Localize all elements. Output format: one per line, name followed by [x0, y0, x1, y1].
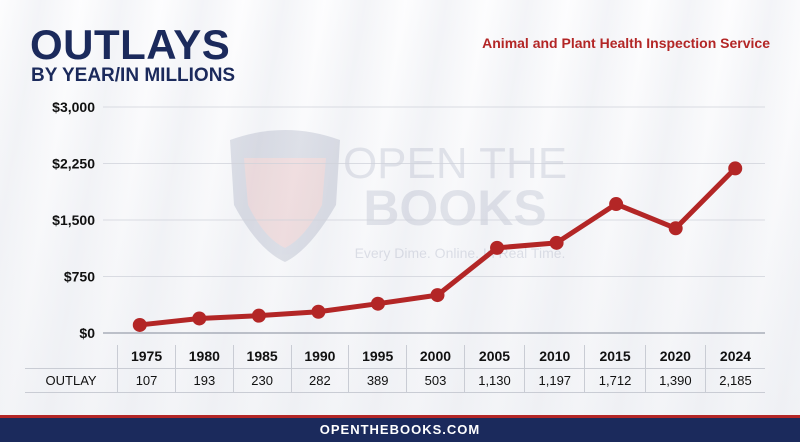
- footer-bar: OPENTHEBOOKS.COM: [0, 415, 800, 442]
- table-year-cell: 1990: [290, 345, 349, 369]
- data-point: [132, 317, 147, 332]
- outlay-table: 1975 1980 1985 1990 1995 2000 2005 2010 2015 2020…: [25, 345, 765, 394]
- table-value-cell: 1,130: [463, 367, 525, 394]
- table-year-cell: 1980: [174, 345, 234, 369]
- page-subtitle: BY YEAR/IN MILLIONS: [31, 65, 236, 86]
- y-tick-label: $3,000: [52, 99, 95, 115]
- y-tick-label: $0: [79, 325, 95, 341]
- table-value-cell: 1,390: [644, 367, 706, 394]
- table-row-corner: [25, 345, 118, 368]
- table-year-cell: 2024: [704, 345, 765, 369]
- outlays-line-chart: $0 $750 $1,500 $2,250 $3,000: [52, 99, 765, 341]
- y-tick-label: $2,250: [52, 156, 95, 172]
- data-point: [370, 296, 385, 311]
- data-point: [549, 235, 564, 250]
- table-year-cell: 2010: [524, 345, 585, 369]
- data-point: [192, 311, 207, 326]
- agency-name: Animal and Plant Health Inspection Servi…: [482, 35, 770, 51]
- table-year-cell: 2015: [584, 345, 646, 369]
- table-value-cell: 2,185: [704, 367, 765, 394]
- data-point: [609, 197, 624, 212]
- data-point: [728, 161, 743, 176]
- footer-url[interactable]: OPENTHEBOOKS.COM: [319, 422, 481, 437]
- table-value-cell: 389: [348, 367, 407, 394]
- data-point: [668, 221, 683, 236]
- data-point: [311, 304, 326, 319]
- table-value-cell: 1,197: [524, 367, 585, 394]
- table-value-cell: 193: [174, 367, 234, 394]
- table-year-cell: 2020: [644, 345, 706, 369]
- series-points: [132, 161, 743, 332]
- table-value-cell: 503: [406, 367, 465, 394]
- table-value-cell: 230: [232, 367, 292, 394]
- table-value-row: OUTLAY 107 193 230 282 389 503 1,130 1,197 1,712…: [25, 367, 765, 394]
- y-tick-label: $1,500: [52, 212, 95, 228]
- table-value-cell: 107: [117, 367, 176, 394]
- data-point: [490, 240, 505, 255]
- table-year-cell: 1985: [232, 345, 292, 369]
- table-year-row: 1975 1980 1985 1990 1995 2000 2005 2010 2015 2020…: [25, 345, 765, 369]
- table-value-cell: 1,712: [584, 367, 646, 394]
- table-row-label: OUTLAY: [25, 367, 118, 394]
- data-point: [430, 288, 445, 303]
- y-axis-tick-labels: $0 $750 $1,500 $2,250 $3,000: [52, 99, 95, 341]
- page-title: OUTLAYS: [30, 21, 231, 68]
- table-year-cell: 1975: [117, 345, 176, 369]
- table-year-cell: 2000: [406, 345, 465, 369]
- y-tick-label: $750: [64, 269, 95, 285]
- table-value-cell: 282: [290, 367, 349, 394]
- table-year-cell: 2005: [463, 345, 525, 369]
- data-point: [251, 308, 266, 323]
- table-year-cell: 1995: [348, 345, 407, 369]
